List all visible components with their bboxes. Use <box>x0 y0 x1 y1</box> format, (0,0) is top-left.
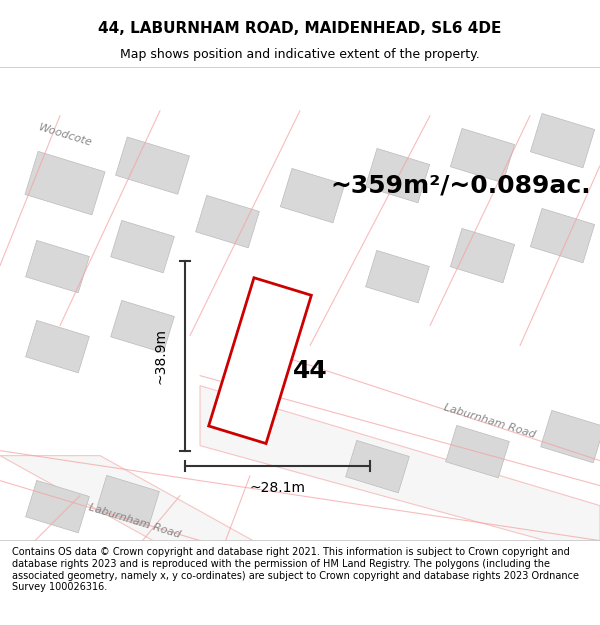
Text: Laburnham Road: Laburnham Road <box>88 502 182 539</box>
Polygon shape <box>280 169 344 222</box>
Text: 44: 44 <box>293 359 328 382</box>
Polygon shape <box>530 209 595 262</box>
Polygon shape <box>451 129 515 182</box>
Polygon shape <box>200 386 600 556</box>
Polygon shape <box>446 426 509 478</box>
Text: Contains OS data © Crown copyright and database right 2021. This information is : Contains OS data © Crown copyright and d… <box>12 548 579 592</box>
Polygon shape <box>346 441 409 493</box>
Text: 44, LABURNHAM ROAD, MAIDENHEAD, SL6 4DE: 44, LABURNHAM ROAD, MAIDENHEAD, SL6 4DE <box>98 21 502 36</box>
Polygon shape <box>26 241 89 293</box>
Polygon shape <box>0 456 280 556</box>
Polygon shape <box>196 196 259 248</box>
Polygon shape <box>110 221 175 273</box>
Polygon shape <box>110 301 175 353</box>
Polygon shape <box>541 411 600 463</box>
Polygon shape <box>365 251 430 303</box>
Polygon shape <box>26 481 89 533</box>
Polygon shape <box>25 151 105 215</box>
Text: ~38.9m: ~38.9m <box>153 328 167 384</box>
Polygon shape <box>365 149 430 202</box>
Polygon shape <box>530 114 595 168</box>
Text: Laburnham Road: Laburnham Road <box>443 402 537 439</box>
Polygon shape <box>95 476 160 528</box>
Polygon shape <box>26 321 89 373</box>
Polygon shape <box>116 137 190 194</box>
Polygon shape <box>209 278 311 444</box>
Text: Map shows position and indicative extent of the property.: Map shows position and indicative extent… <box>120 48 480 61</box>
Text: Woodcote: Woodcote <box>37 122 93 149</box>
Text: ~28.1m: ~28.1m <box>250 481 305 494</box>
Polygon shape <box>451 229 515 282</box>
Text: ~359m²/~0.089ac.: ~359m²/~0.089ac. <box>330 174 590 198</box>
